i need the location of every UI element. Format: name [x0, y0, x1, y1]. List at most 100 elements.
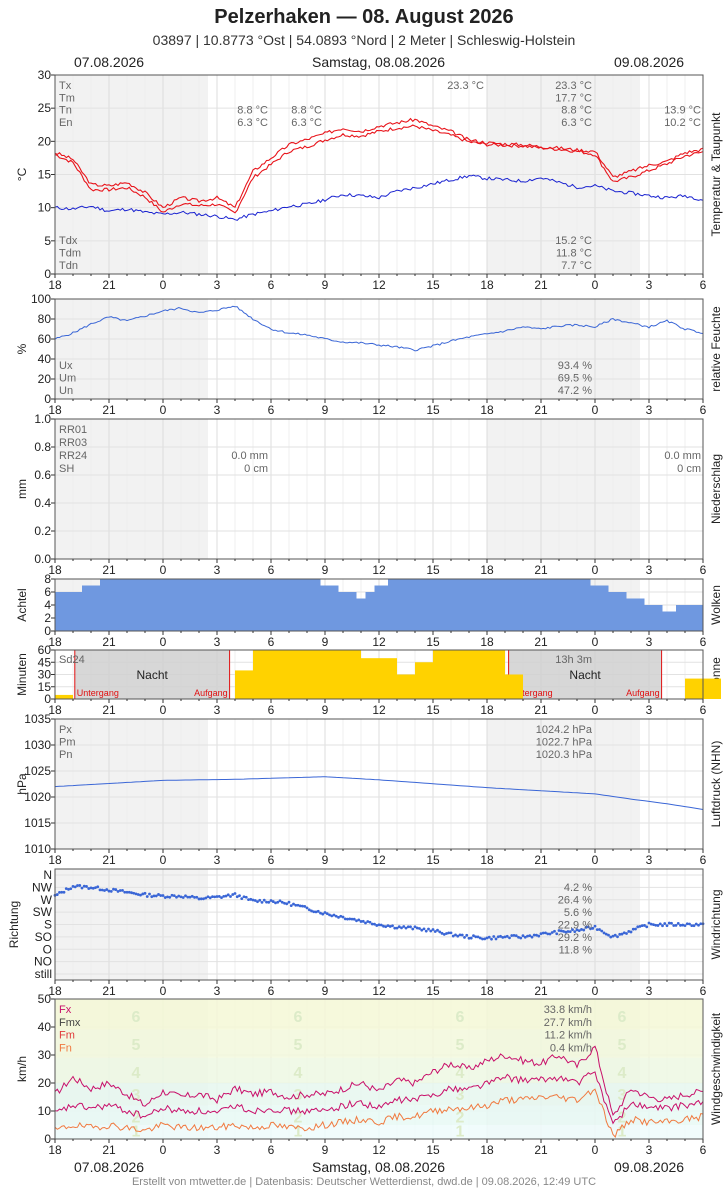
cloud-bar — [91, 585, 96, 631]
cloud-bar — [478, 579, 483, 631]
sun-xtick-label: 0 — [592, 703, 599, 717]
cloud-bar — [100, 579, 105, 631]
wdir-point — [319, 911, 322, 915]
wdir-point — [125, 890, 129, 894]
rain-xtick-label: 21 — [534, 563, 548, 577]
temp-ylabel: °C — [15, 167, 29, 181]
wdir-stat-value: 4.2 % — [564, 882, 592, 894]
temp-xtick-label: 3 — [646, 278, 653, 292]
cloud-bar — [640, 598, 645, 631]
beaufort-band — [55, 1105, 703, 1125]
cloud-bar — [82, 585, 87, 631]
wdir-point — [121, 889, 124, 892]
wdir-point — [98, 888, 102, 892]
press-side-label: Luftdruck (NHN) — [709, 741, 723, 828]
hum-xtick-label: 21 — [534, 403, 548, 417]
wdir-point — [170, 893, 174, 897]
temp-xtick-label: 21 — [534, 278, 548, 292]
wind-side-label: Windgeschwindigkeit — [709, 1012, 723, 1125]
wdir-point — [618, 932, 622, 936]
press-xtick-label: 6 — [268, 853, 275, 867]
cloud-bar — [289, 579, 294, 631]
wdir-point — [422, 927, 426, 931]
cloud-ytick-label: 0 — [44, 624, 51, 638]
wdir-point — [184, 894, 187, 898]
wdir-point — [175, 895, 178, 899]
wdir-point — [161, 894, 165, 897]
cloud-bar — [280, 579, 285, 631]
cloud-xtick-label: 18 — [48, 635, 62, 649]
rain-ylabel: mm — [15, 479, 29, 499]
wdir-point — [188, 895, 192, 899]
humidity-stat-label: Ux — [59, 360, 73, 372]
wdir-point — [231, 893, 235, 896]
wdir-xtick-label: 3 — [214, 984, 221, 998]
beaufort-band — [55, 1125, 703, 1139]
cloud-bar — [131, 579, 136, 631]
dewpoint-line — [54, 174, 704, 221]
beaufort-band — [55, 1083, 703, 1106]
wdir-point — [593, 924, 597, 928]
rain-xtick-label: 0 — [160, 563, 167, 577]
cloud-bar — [622, 592, 627, 631]
wdir-point — [494, 937, 498, 941]
rain-xtick-label: 0 — [592, 563, 599, 577]
cloud-bar — [437, 579, 442, 631]
wdir-point — [80, 886, 84, 890]
wdir-point — [492, 935, 496, 938]
temp-line-lower — [54, 124, 704, 214]
cloud-bar — [217, 579, 222, 631]
temp-stat-label: Tm — [59, 92, 75, 104]
wdir-point — [73, 885, 77, 889]
temp-side-value: 6.3 °C — [237, 117, 268, 129]
cloud-bar — [365, 592, 370, 631]
cloud-bar — [388, 579, 393, 631]
wdir-point — [330, 914, 334, 918]
cloud-bar — [626, 598, 631, 631]
wind-xtick-label: 18 — [480, 1143, 494, 1157]
wind-xtick-label: 21 — [534, 1143, 548, 1157]
wdir-point — [303, 904, 307, 908]
wdir-point — [562, 929, 565, 933]
humidity-stat-label: Un — [59, 385, 73, 397]
wdir-point — [375, 924, 379, 927]
wdir-point — [622, 931, 626, 935]
wdir-point — [512, 933, 516, 937]
sunset-label: Untergang — [511, 688, 553, 698]
beaufort-label: 4 — [456, 1065, 465, 1082]
wdir-point — [611, 934, 615, 938]
wdir-point — [94, 886, 97, 890]
wdir-point — [640, 924, 644, 928]
wdir-point — [251, 898, 255, 902]
beaufort-label: 4 — [618, 1065, 627, 1082]
wdir-point — [127, 890, 131, 894]
cloud-bar — [482, 579, 487, 631]
cloud-bar — [595, 585, 600, 631]
wdir-xtick-label: 18 — [48, 984, 62, 998]
wind-stat-label: Fn — [59, 1042, 72, 1054]
precip-stat-label: RR01 — [59, 424, 87, 436]
wdir-point — [152, 894, 156, 898]
sun-xtick-label: 6 — [268, 703, 275, 717]
wind-line-fx — [54, 1045, 704, 1116]
dew-stat-label: Tdn — [59, 260, 78, 272]
wdir-point — [276, 900, 280, 904]
wdir-point — [658, 922, 662, 926]
wdir-point — [357, 918, 361, 922]
cloud-bar — [302, 579, 307, 631]
wind-stat-label: Fmx — [59, 1017, 81, 1029]
wdir-point — [499, 934, 502, 938]
beaufort-band — [55, 1057, 703, 1083]
wdir-point — [359, 920, 363, 923]
cloud-bar — [599, 585, 604, 631]
pressure-stat-label: Px — [59, 724, 72, 736]
sun-bar — [343, 650, 361, 699]
temp-xtick-label: 3 — [214, 278, 221, 292]
pressure-line — [54, 776, 704, 810]
cloud-bar — [469, 579, 474, 631]
beaufort-label: 3 — [132, 1087, 141, 1104]
wdir-point — [157, 893, 160, 896]
cloud-bar — [644, 605, 649, 631]
wdir-point — [582, 928, 586, 932]
wdir-point — [285, 902, 289, 906]
